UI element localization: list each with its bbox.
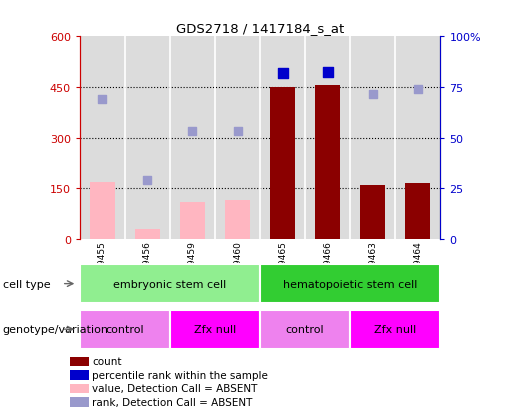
Text: cell type: cell type (3, 279, 50, 289)
Text: percentile rank within the sample: percentile rank within the sample (92, 370, 268, 380)
Text: embryonic stem cell: embryonic stem cell (113, 279, 227, 289)
Bar (80, 310, 170, 349)
Bar (90, 182, 115, 240)
Bar (180, 202, 205, 240)
Bar (80, 264, 260, 304)
Bar (260, 264, 440, 304)
Point (98, 96, 107, 103)
Point (279, 71, 287, 78)
Text: control: control (286, 324, 324, 335)
Point (143, 177, 151, 184)
Bar (70, 357, 89, 366)
Point (323, 69, 332, 76)
Bar (405, 184, 430, 240)
Point (369, 91, 377, 98)
Text: genotype/variation: genotype/variation (3, 324, 109, 335)
Bar (70, 397, 89, 407)
Bar (135, 230, 160, 240)
Text: value, Detection Call = ABSENT: value, Detection Call = ABSENT (92, 384, 258, 394)
Text: control: control (106, 324, 144, 335)
Point (233, 128, 242, 135)
Text: Zfx null: Zfx null (374, 324, 417, 335)
Point (188, 128, 197, 135)
Bar (225, 201, 250, 240)
Text: rank, Detection Call = ABSENT: rank, Detection Call = ABSENT (92, 397, 253, 407)
Bar (350, 310, 440, 349)
Bar (360, 185, 385, 240)
Text: Zfx null: Zfx null (194, 324, 236, 335)
Bar (270, 88, 295, 240)
Bar (70, 384, 89, 393)
Bar (260, 310, 350, 349)
Bar (315, 86, 340, 240)
Title: GDS2718 / 1417184_s_at: GDS2718 / 1417184_s_at (176, 21, 344, 35)
Text: hematopoietic stem cell: hematopoietic stem cell (283, 279, 417, 289)
Point (414, 86, 422, 93)
Bar (70, 370, 89, 380)
Bar (170, 310, 260, 349)
Text: count: count (92, 357, 122, 367)
